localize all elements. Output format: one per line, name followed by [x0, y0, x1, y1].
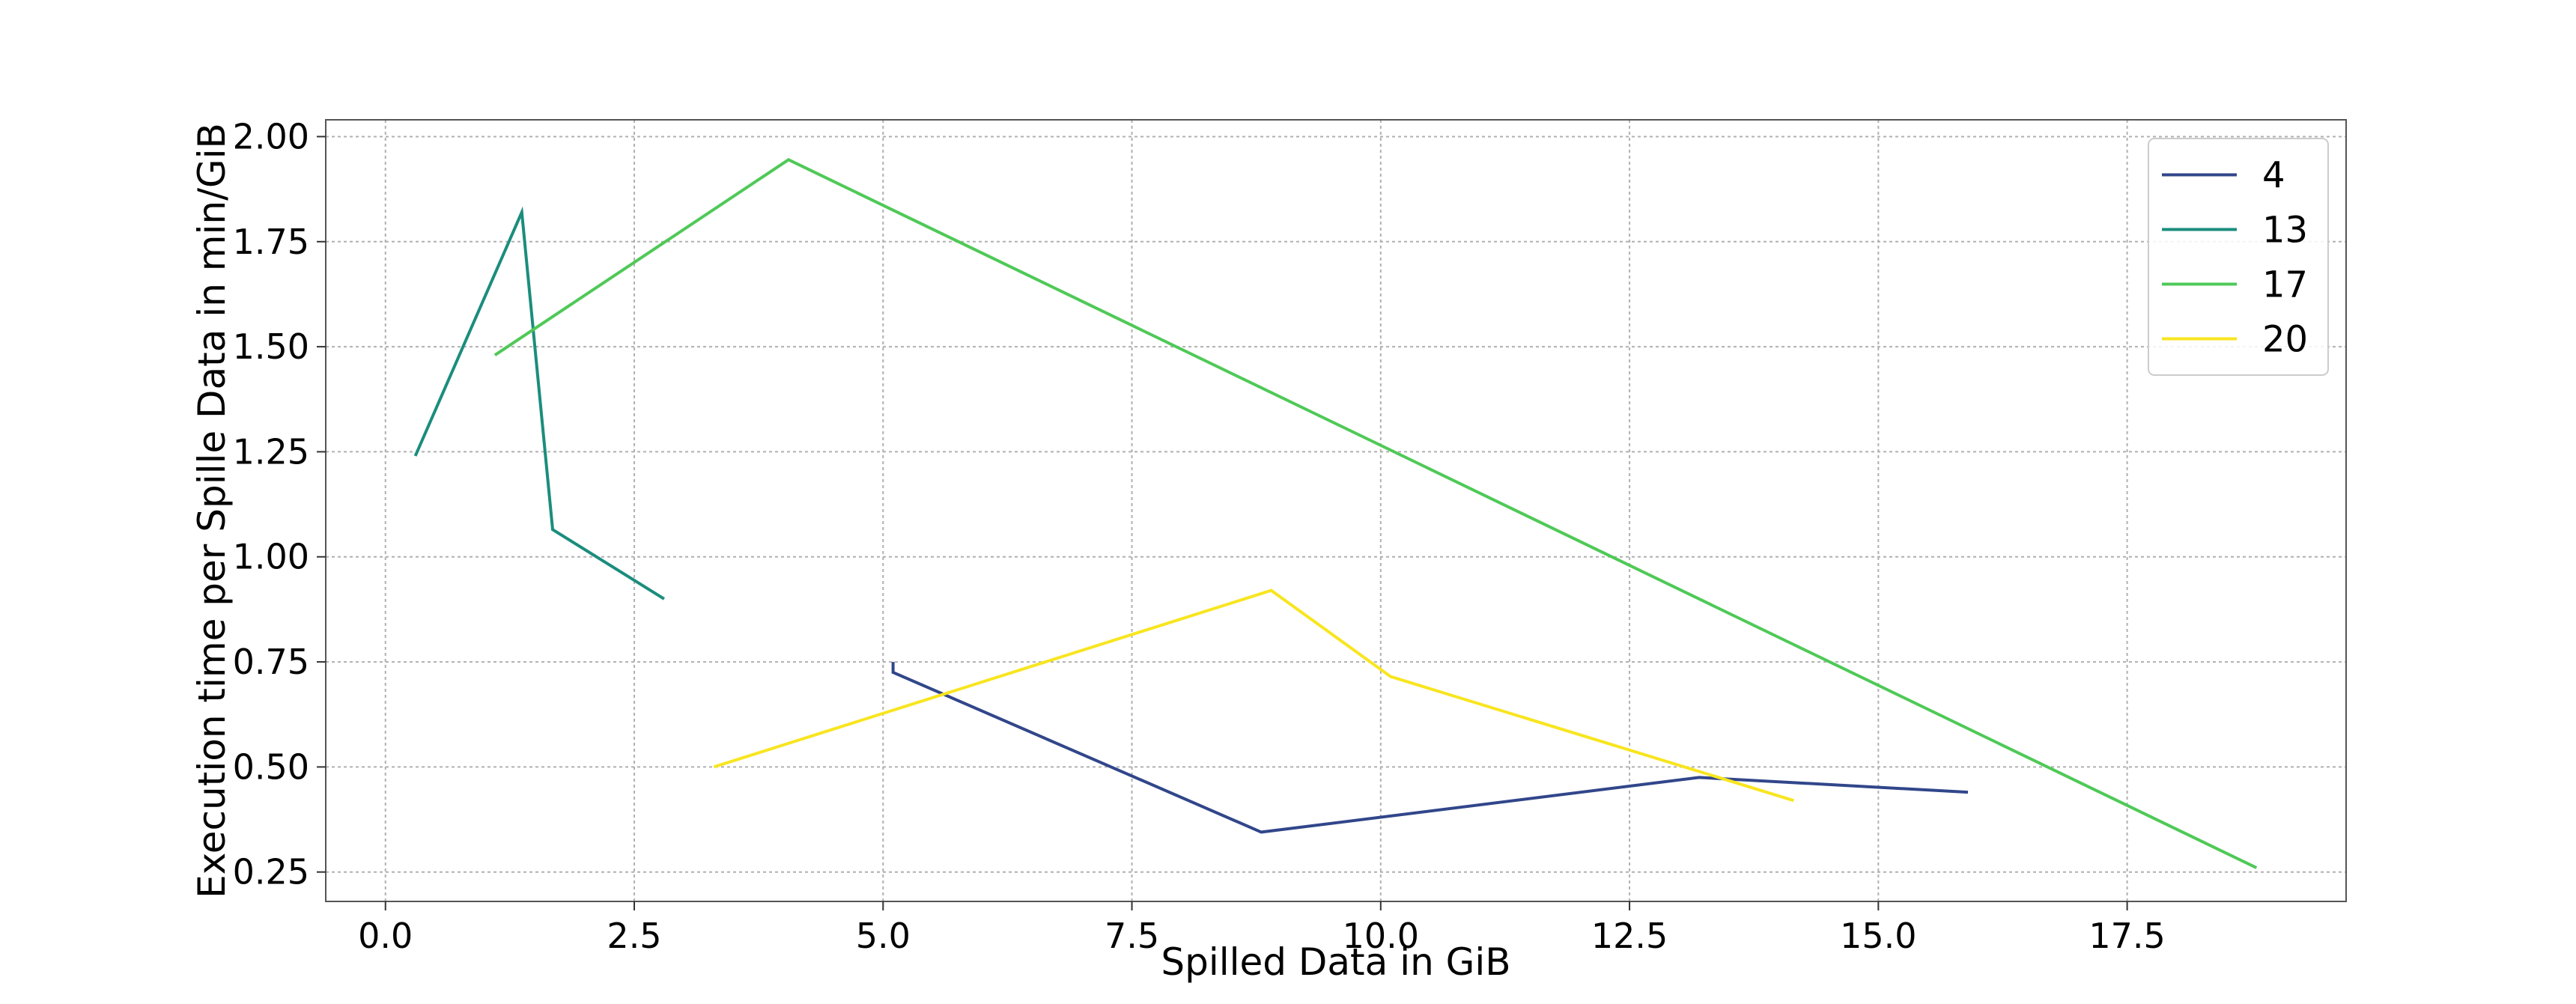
axis-ticks: 0.0 2.5 5.0 7.5 10.0 12.5 15.0 17.5 0.25 0.50 0.75… [233, 116, 2166, 956]
x-tick-label: 12.5 [1591, 916, 1668, 956]
plot-frame [325, 119, 2347, 902]
y-axis-label: Execution time per Spille Data in min/Gi… [190, 123, 234, 898]
series-line-13 [413, 206, 665, 600]
y-tick-label: 0.25 [233, 852, 309, 892]
x-tick-label: 7.5 [1105, 916, 1159, 956]
legend-label-13: 13 [2262, 210, 2308, 252]
series-line-17 [493, 158, 2258, 869]
x-axis-label: Spilled Data in GiB [1161, 940, 1510, 984]
x-tick-label: 15.0 [1840, 916, 1916, 956]
series-line-20 [713, 588, 1794, 803]
y-tick-label: 0.75 [233, 642, 309, 682]
legend-box [2148, 138, 2329, 376]
legend-label-4: 4 [2262, 155, 2285, 197]
x-tick-label: 5.0 [856, 916, 911, 956]
y-tick-label: 1.25 [233, 431, 309, 472]
legend: 4 13 17 20 [2148, 138, 2329, 376]
legend-label-17: 17 [2262, 264, 2308, 306]
grid [326, 120, 2346, 901]
x-tick-label: 10.0 [1343, 916, 1419, 956]
y-tick-label: 0.50 [233, 746, 309, 787]
y-tick-label: 1.50 [233, 326, 309, 367]
y-tick-label: 1.00 [233, 537, 309, 577]
x-tick-label: 17.5 [2089, 916, 2165, 956]
y-tick-label: 2.00 [233, 116, 309, 156]
series-line-4 [891, 662, 1969, 834]
x-tick-label: 0.0 [358, 916, 413, 956]
y-tick-label: 1.75 [233, 222, 309, 262]
series-lines [413, 158, 2258, 869]
x-tick-label: 2.5 [607, 916, 661, 956]
legend-label-20: 20 [2262, 319, 2308, 361]
